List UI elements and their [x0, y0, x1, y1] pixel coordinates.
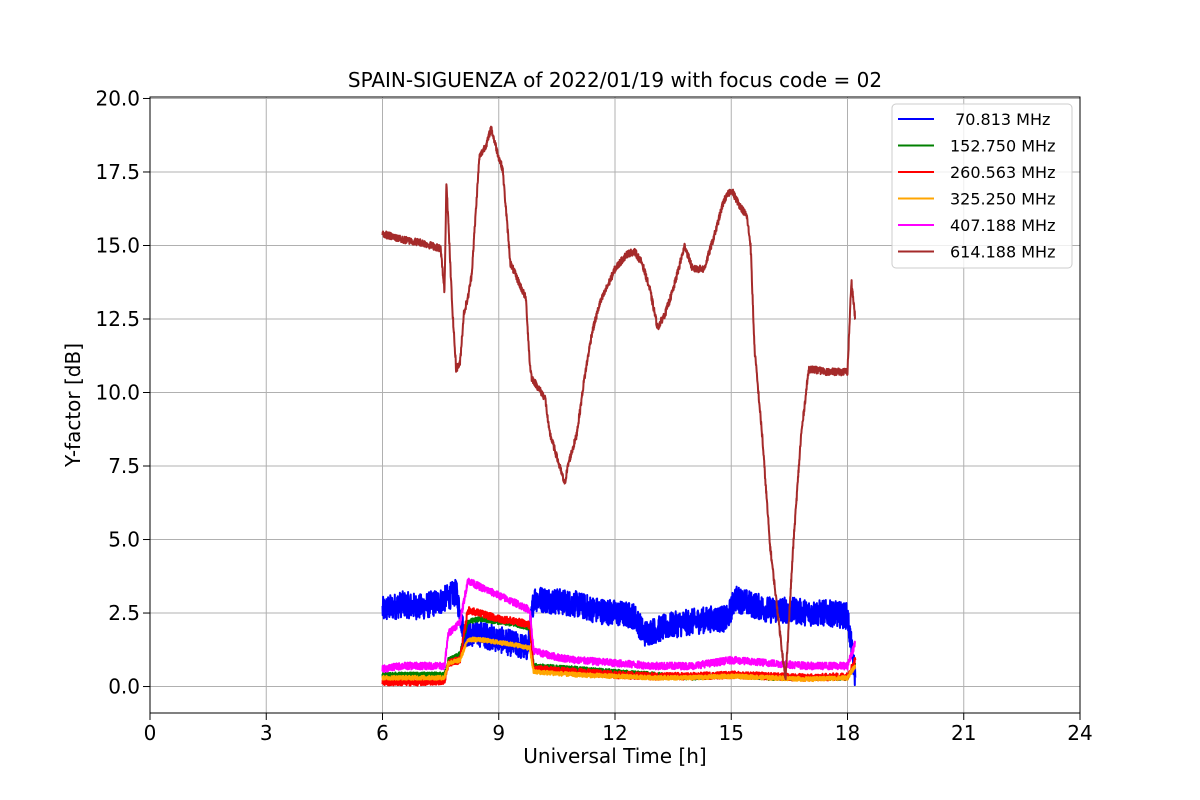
y-axis-label: Y-factor [dB]	[61, 343, 85, 468]
x-axis: 0 3 6 9 12 15 18 21 24	[144, 713, 1093, 745]
y-tick-label: 7.5	[108, 454, 140, 478]
series-3	[381, 636, 857, 683]
legend-label: 152.750 MHz	[950, 137, 1055, 156]
series-4	[381, 577, 857, 674]
x-tick-label: 0	[144, 721, 157, 745]
x-tick-label: 15	[719, 721, 744, 745]
legend-label: 325.250 MHz	[950, 190, 1055, 209]
x-axis-label: Universal Time [h]	[523, 744, 706, 768]
x-tick-label: 21	[951, 721, 976, 745]
series-line	[381, 125, 856, 681]
x-tick-label: 6	[376, 721, 389, 745]
legend-label: 614.188 MHz	[950, 243, 1055, 262]
series-line	[381, 636, 857, 683]
plot-area	[381, 125, 857, 687]
legend: 70.813 MHz 152.750 MHz 260.563 MHz 325.250 …	[891, 103, 1073, 269]
y-tick-label: 12.5	[95, 307, 140, 331]
chart-title: SPAIN-SIGUENZA of 2022/01/19 with focus …	[348, 68, 882, 92]
x-tick-label: 24	[1067, 721, 1092, 745]
legend-label: 260.563 MHz	[950, 163, 1055, 182]
y-tick-label: 20.0	[95, 86, 140, 110]
y-tick-label: 2.5	[108, 601, 140, 625]
y-tick-label: 17.5	[95, 160, 140, 184]
legend-label: 70.813 MHz	[950, 110, 1050, 129]
y-tick-label: 5.0	[108, 528, 140, 552]
legend-label: 407.188 MHz	[950, 216, 1055, 235]
y-axis: 0.0 2.5 5.0 7.5 10.0 12.5 15.0 17.5 20.0	[95, 86, 150, 699]
series-5	[381, 125, 856, 681]
y-tick-label: 15.0	[95, 233, 140, 257]
x-tick-label: 18	[835, 721, 860, 745]
x-tick-label: 12	[602, 721, 627, 745]
y-tick-label: 0.0	[108, 675, 140, 699]
y-tick-label: 10.0	[95, 381, 140, 405]
x-tick-label: 3	[260, 721, 273, 745]
series-line	[381, 577, 857, 674]
series-layer	[381, 125, 857, 687]
x-tick-label: 9	[492, 721, 505, 745]
legend-box	[891, 103, 1073, 269]
